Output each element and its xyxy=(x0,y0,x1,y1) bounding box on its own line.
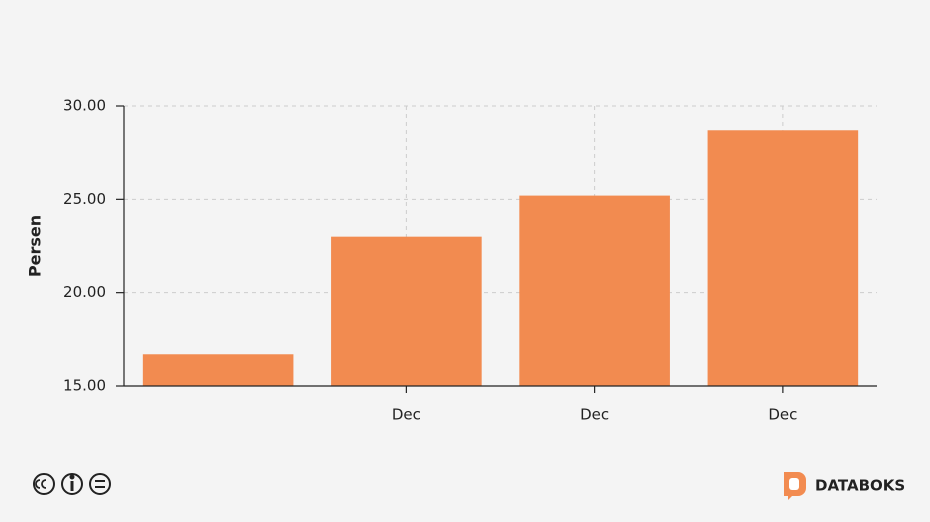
y-tick-label: 20.00 xyxy=(63,283,106,301)
y-tick-label: 30.00 xyxy=(63,97,106,115)
brand-logo xyxy=(784,472,806,500)
bar xyxy=(707,130,859,386)
cc-icons xyxy=(33,473,111,495)
bar xyxy=(519,195,670,386)
x-tick-label: Dec xyxy=(392,406,421,424)
x-tick-label: Dec xyxy=(768,406,797,424)
y-tick-label: 25.00 xyxy=(63,190,106,208)
bar xyxy=(331,236,482,386)
brand-name: DATABOKS xyxy=(815,477,905,495)
bar xyxy=(142,354,294,386)
y-axis-label: Persen xyxy=(26,215,45,277)
y-tick-label: 15.00 xyxy=(63,377,106,395)
x-tick-label: Dec xyxy=(580,406,609,424)
